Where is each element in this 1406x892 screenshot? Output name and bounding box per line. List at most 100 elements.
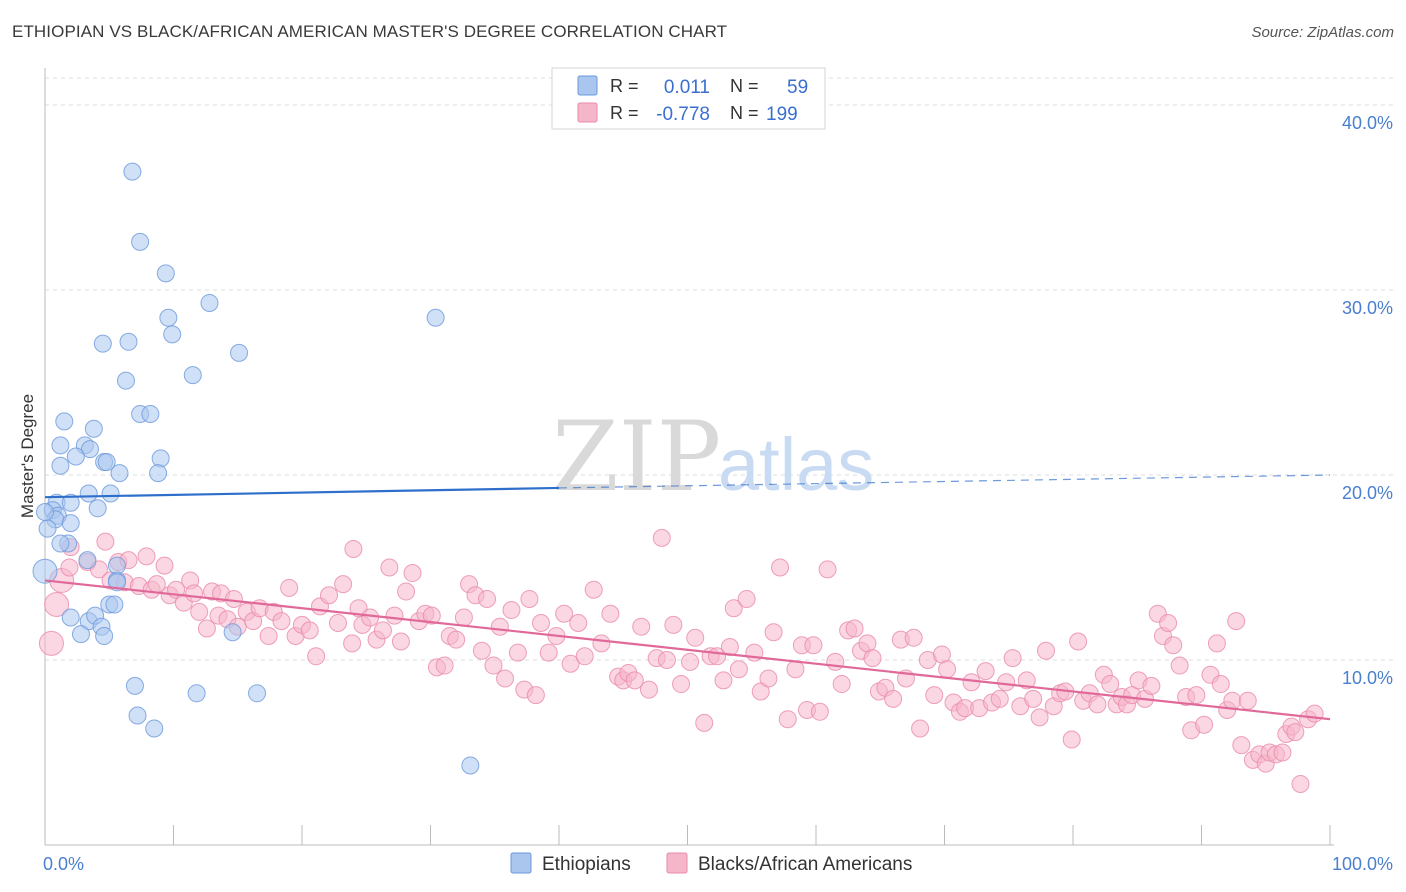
pink-data-point bbox=[380, 558, 399, 577]
pink-data-point bbox=[1238, 691, 1257, 710]
pink-data-point bbox=[724, 599, 743, 618]
pink-data-point bbox=[1227, 612, 1246, 631]
watermark: ZIP atlas bbox=[552, 401, 874, 513]
pink-data-point bbox=[373, 621, 392, 640]
blue-data-point bbox=[105, 595, 124, 614]
pink-data-point bbox=[532, 614, 551, 632]
pink-data-point bbox=[502, 601, 521, 620]
series-legend-label-pink: Blacks/African Americans bbox=[698, 854, 912, 875]
series-legend-label-blue: Ethiopians bbox=[542, 854, 631, 875]
blue-data-point bbox=[116, 371, 135, 390]
blue-data-point bbox=[38, 519, 57, 538]
source-label: Source: ZipAtlas.com bbox=[1251, 24, 1394, 41]
blue-data-point bbox=[223, 623, 242, 642]
blue-data-point bbox=[51, 456, 70, 475]
pink-data-point bbox=[1211, 675, 1230, 694]
pink-data-point bbox=[561, 654, 580, 673]
pink-data-point bbox=[155, 556, 174, 575]
trend-lines bbox=[44, 474, 1331, 721]
x-tick-marks bbox=[44, 825, 1331, 845]
pink-data-point bbox=[925, 686, 944, 705]
legend-r-value-pink: -0.778 bbox=[656, 104, 710, 125]
pink-data-point bbox=[361, 608, 380, 627]
pink-data-point bbox=[447, 630, 466, 649]
pink-data-point bbox=[771, 558, 790, 577]
pink-data-point bbox=[786, 660, 805, 679]
blue-data-point bbox=[95, 626, 114, 645]
pink-data-point bbox=[520, 589, 539, 608]
legend-n-value-pink: 199 bbox=[766, 104, 798, 125]
pink-data-point bbox=[976, 662, 995, 681]
y-tick-label: 30.0% bbox=[1342, 298, 1393, 318]
pink-data-point bbox=[990, 689, 1009, 708]
pink-data-point bbox=[344, 540, 363, 558]
gridlines bbox=[45, 77, 1393, 661]
pink-data-point bbox=[185, 584, 204, 603]
blue-data-point bbox=[78, 551, 97, 570]
pink-data-point bbox=[652, 528, 671, 547]
blue-data-point bbox=[97, 453, 116, 472]
pink-data-point bbox=[778, 710, 797, 729]
legend-swatch-blue bbox=[577, 75, 598, 96]
pink-data-point bbox=[385, 606, 404, 625]
blue-data-point bbox=[80, 440, 99, 459]
series-legend-swatch-pink bbox=[666, 852, 688, 874]
pink-data-point bbox=[1223, 691, 1242, 710]
blue-data-point bbox=[107, 573, 126, 592]
pink-data-point bbox=[832, 675, 851, 694]
blue-data-point bbox=[66, 447, 85, 466]
pink-series-points bbox=[38, 528, 1324, 793]
pink-data-point bbox=[863, 649, 882, 668]
pink-data-point bbox=[810, 702, 829, 721]
pink-data-point bbox=[1232, 736, 1251, 755]
blue-data-point bbox=[183, 366, 202, 385]
pink-data-point bbox=[657, 651, 676, 669]
pink-data-point bbox=[1187, 686, 1206, 705]
blue-trend-extension bbox=[558, 474, 1331, 489]
pink-data-point bbox=[478, 589, 497, 608]
pink-data-point bbox=[1207, 634, 1226, 653]
pink-data-point bbox=[1037, 641, 1056, 660]
pink-data-point bbox=[280, 578, 299, 597]
pink-data-point bbox=[737, 589, 756, 608]
axes bbox=[44, 68, 1334, 846]
pink-data-point bbox=[1291, 774, 1310, 793]
pink-data-point bbox=[720, 638, 739, 657]
blue-data-point bbox=[159, 308, 178, 327]
pink-data-point bbox=[695, 713, 714, 732]
pink-data-point bbox=[672, 675, 691, 694]
blue-data-point bbox=[149, 464, 168, 483]
pink-data-point bbox=[526, 686, 545, 705]
pink-data-point bbox=[729, 660, 748, 679]
pink-data-point bbox=[224, 589, 243, 608]
pink-data-point bbox=[938, 660, 957, 679]
pink-data-point bbox=[764, 623, 783, 642]
blue-data-point bbox=[51, 534, 70, 553]
chart-title: ETHIOPIAN VS BLACK/AFRICAN AMERICAN MAST… bbox=[12, 22, 728, 41]
blue-data-point bbox=[51, 436, 70, 455]
blue-data-point bbox=[200, 293, 219, 312]
pink-data-point bbox=[319, 586, 338, 605]
pink-data-point bbox=[555, 604, 574, 623]
y-tick-label: 10.0% bbox=[1342, 668, 1393, 688]
pink-data-point bbox=[343, 634, 362, 653]
pink-data-point bbox=[1088, 695, 1107, 714]
legend-n-value-blue: 59 bbox=[787, 77, 808, 98]
blue-data-point bbox=[125, 676, 144, 695]
pink-data-point bbox=[1170, 656, 1189, 675]
x-tick-label-max: 100.0% bbox=[1332, 854, 1393, 874]
pink-data-point bbox=[403, 564, 422, 583]
pink-data-point bbox=[334, 575, 353, 594]
pink-data-point bbox=[307, 647, 326, 666]
pink-data-point bbox=[1159, 614, 1178, 632]
y-axis-label: Master's Degree bbox=[18, 394, 37, 518]
pink-data-point bbox=[1195, 715, 1214, 734]
blue-data-point bbox=[151, 449, 170, 468]
legend-r-value-blue: 0.011 bbox=[664, 77, 710, 98]
pink-data-point bbox=[1069, 632, 1088, 651]
legend-r-label-blue: R = bbox=[610, 76, 639, 96]
blue-data-point bbox=[32, 558, 58, 584]
y-tick-label: 40.0% bbox=[1342, 113, 1393, 133]
blue-data-point bbox=[461, 756, 480, 775]
pink-data-point bbox=[1017, 671, 1036, 690]
